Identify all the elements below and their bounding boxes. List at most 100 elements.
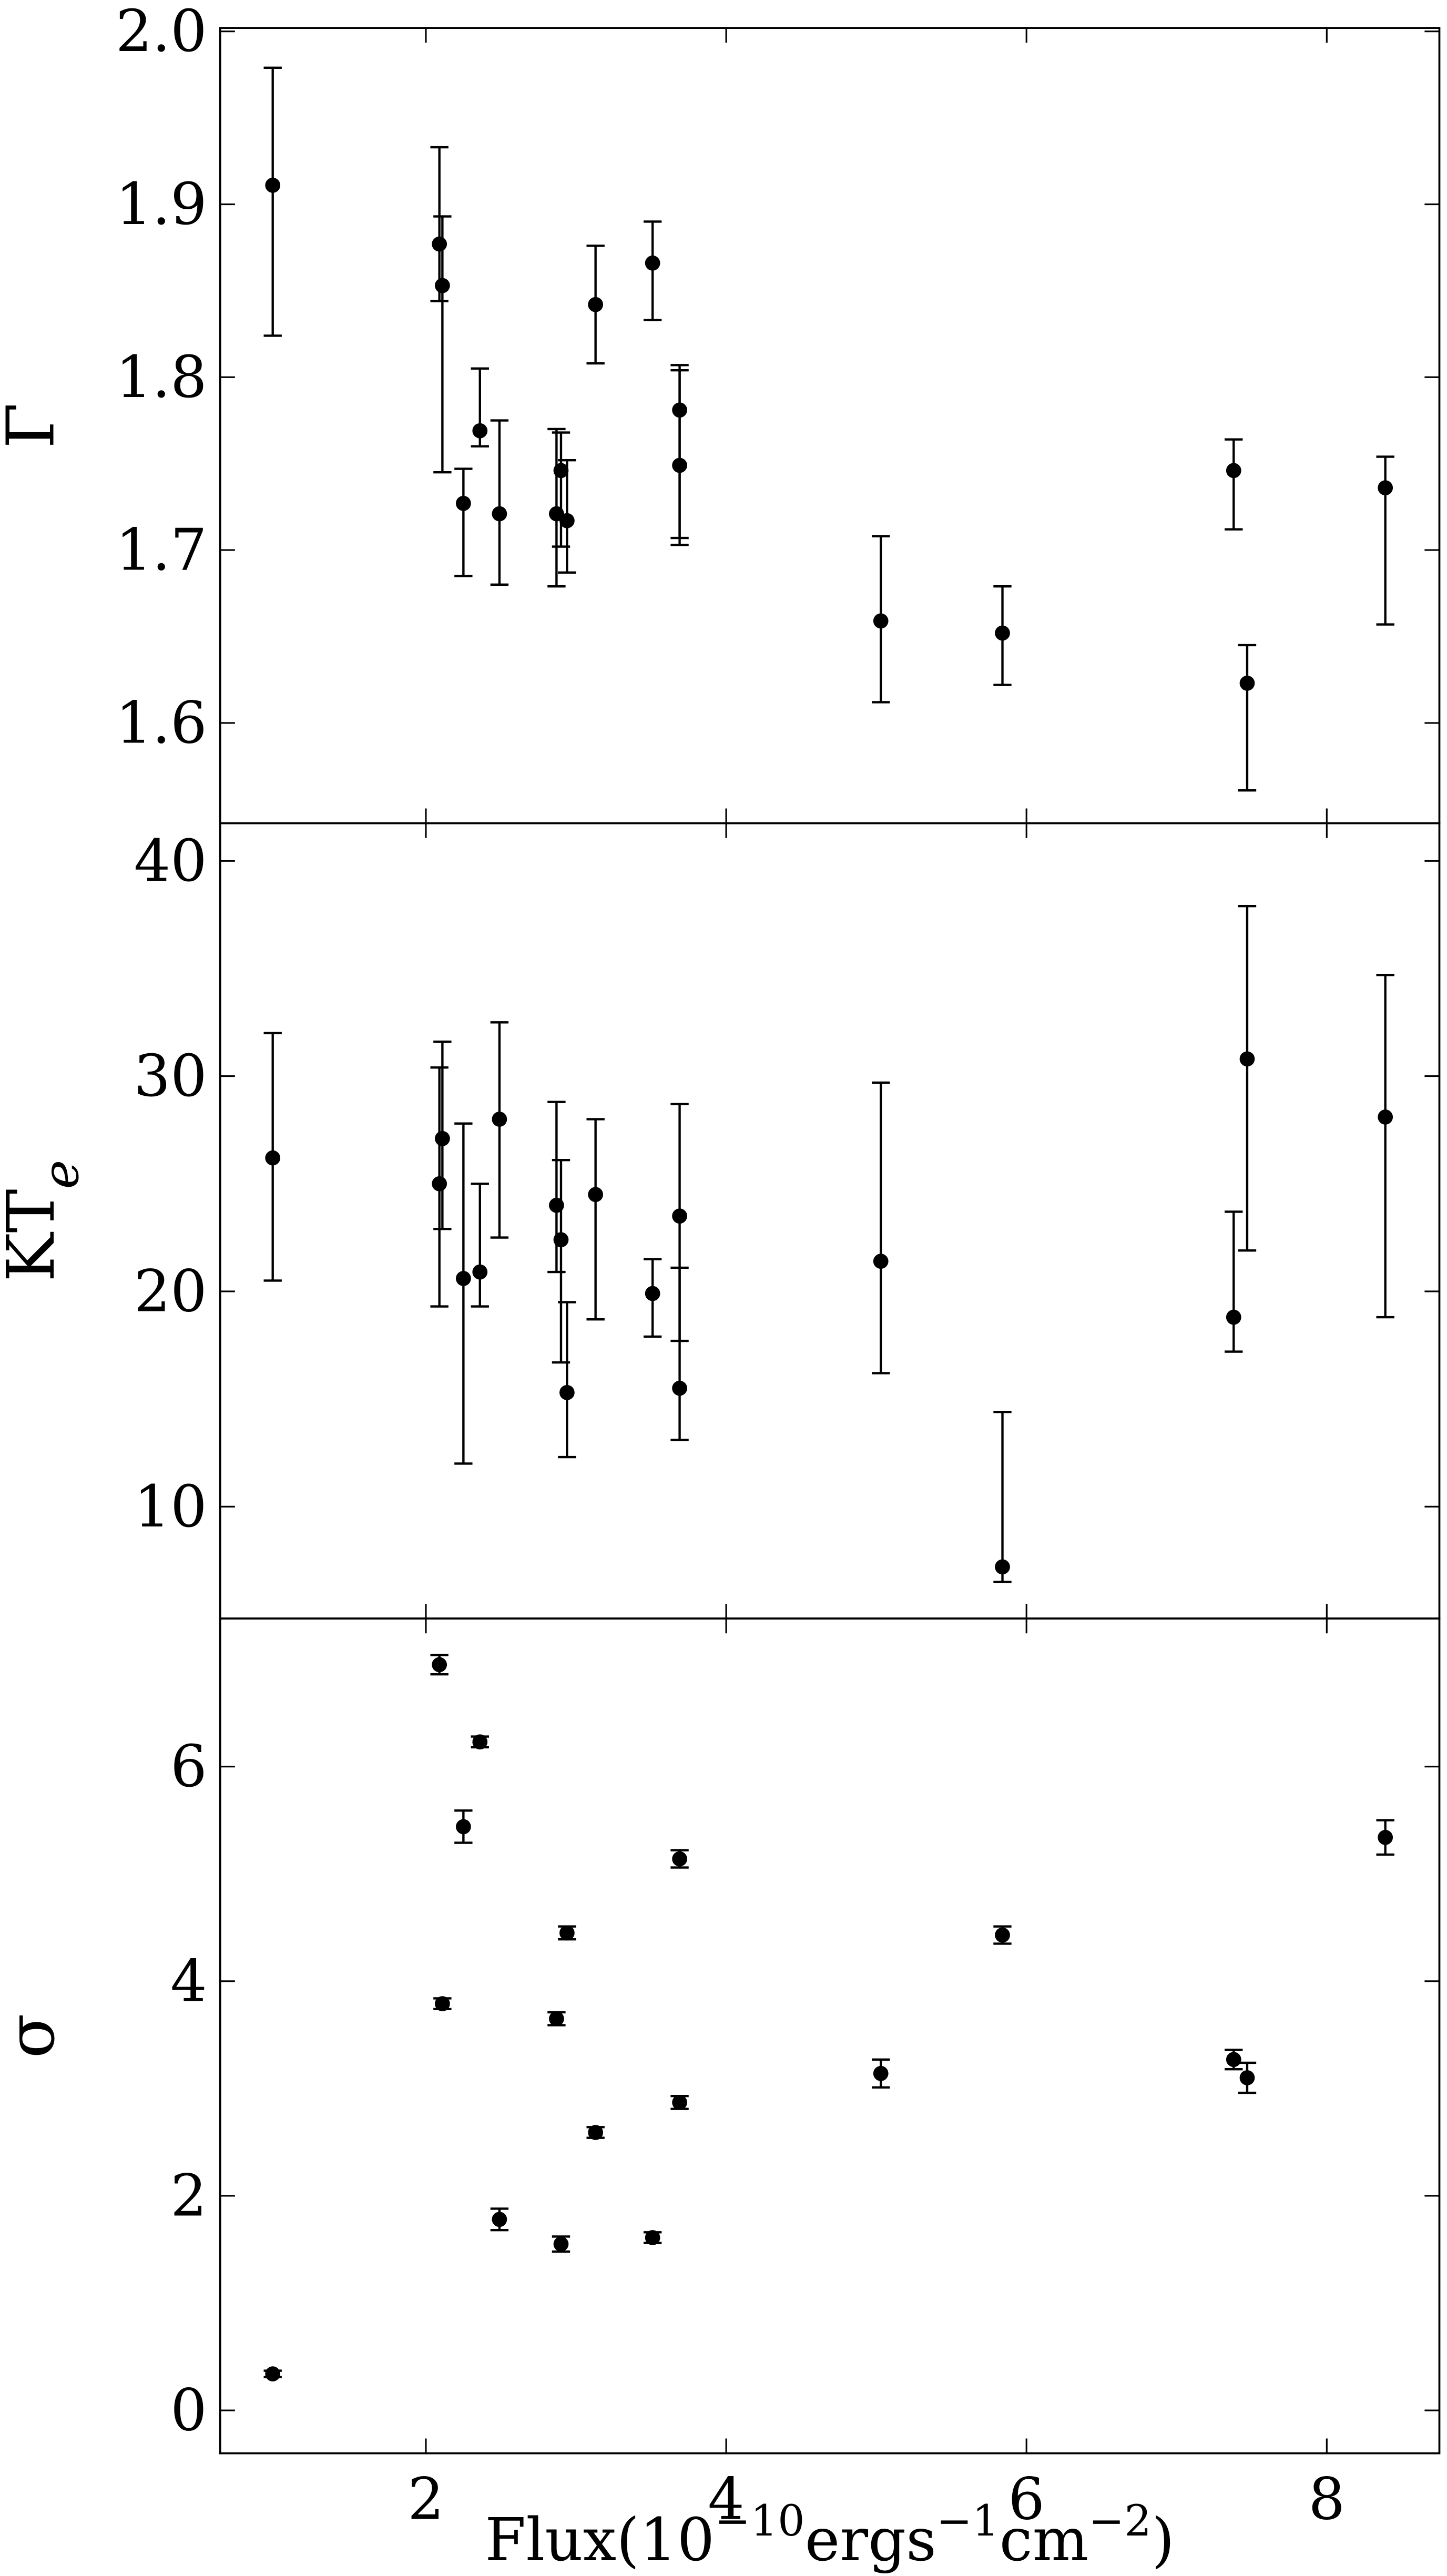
data-point: [553, 2236, 569, 2252]
y-tick-label: 1.8: [116, 343, 207, 411]
data-point: [432, 236, 447, 252]
data-point: [472, 1734, 488, 1750]
x-axis-label-part: Flux(10: [485, 2506, 715, 2574]
data-point: [672, 2095, 687, 2110]
error-bar: [1238, 644, 1257, 792]
error-bar: [993, 1410, 1012, 1583]
data-point: [873, 1254, 889, 1269]
data-point: [559, 513, 575, 528]
error-bar: [586, 1118, 605, 1321]
data-point: [435, 278, 450, 293]
y-tick-label: 10: [134, 1473, 207, 1540]
plot-frame: [219, 1617, 1441, 2455]
data-point: [492, 2212, 507, 2227]
data-point: [672, 1851, 687, 1867]
y-tick-label: 30: [134, 1042, 207, 1109]
y-axis-label-part: KT: [0, 1189, 69, 1282]
y-tick-label: 2.0: [116, 0, 207, 65]
data-point: [1239, 2070, 1255, 2085]
data-point: [432, 1657, 447, 1673]
data-point: [645, 2230, 660, 2245]
data-point: [455, 1270, 471, 1286]
error-bar: [1225, 1210, 1243, 1353]
data-point: [1226, 1309, 1241, 1325]
error-bar: [454, 467, 473, 577]
x-axis-label-part: ergs: [805, 2506, 936, 2574]
data-point: [645, 255, 660, 271]
data-point: [472, 423, 488, 439]
data-point: [995, 1927, 1010, 1943]
error-bar: [670, 369, 689, 546]
y-tick-label: 0: [170, 2377, 207, 2444]
data-point: [492, 506, 507, 522]
data-point: [1378, 480, 1393, 496]
y-tick-label: 1.7: [116, 516, 207, 584]
error-bar: [490, 1021, 509, 1239]
y-axis-label: Γ: [0, 403, 69, 449]
data-point: [265, 177, 281, 193]
plot-frame: [219, 27, 1441, 824]
y-axis-label: σ: [0, 2013, 69, 2058]
y-tick-label: 40: [134, 827, 207, 894]
y-tick-label: 2: [170, 2162, 207, 2229]
data-point: [265, 2366, 281, 2382]
error-bar: [1376, 974, 1394, 1319]
data-point: [588, 1187, 604, 1203]
error-bar: [471, 1183, 489, 1308]
x-tick-label: 4: [708, 2466, 745, 2533]
error-bar: [643, 220, 662, 321]
data-point: [472, 1264, 488, 1280]
data-point: [1226, 2052, 1241, 2068]
data-point: [1239, 675, 1255, 691]
plot-frame: [219, 822, 1441, 1620]
x-tick-label: 2: [407, 2466, 444, 2533]
data-point: [559, 1925, 575, 1941]
x-tick-label: 8: [1309, 2466, 1346, 2533]
x-axis-label-part: cm: [1000, 2506, 1089, 2574]
data-point: [435, 1131, 450, 1146]
data-point: [873, 2065, 889, 2081]
y-tick-label: 6: [170, 1733, 207, 1800]
y-axis-label-part: e: [33, 1160, 90, 1189]
error-bar: [558, 1301, 576, 1459]
data-point: [995, 1559, 1010, 1575]
x-axis-label-part: −10: [715, 2497, 804, 2546]
data-point: [588, 297, 604, 312]
data-point: [1226, 463, 1241, 478]
data-point: [265, 1150, 281, 1166]
data-point: [873, 613, 889, 629]
data-point: [455, 1819, 471, 1835]
data-point: [672, 1208, 687, 1224]
data-point: [588, 2125, 604, 2140]
error-bar: [490, 419, 509, 586]
error-bar: [1238, 905, 1257, 1252]
error-bar: [430, 146, 449, 302]
data-point: [432, 1176, 447, 1192]
data-point: [645, 1286, 660, 1301]
error-bar: [1225, 438, 1243, 531]
data-point: [672, 457, 687, 473]
error-bar: [670, 1266, 689, 1441]
error-bar: [872, 1081, 890, 1374]
y-tick-label: 1.9: [116, 170, 207, 238]
data-point: [553, 1232, 569, 1248]
data-point: [1239, 1051, 1255, 1067]
data-point: [455, 495, 471, 511]
x-axis-label-part: −1: [936, 2497, 1000, 2546]
x-axis-label-part: −2: [1088, 2497, 1152, 2546]
x-axis-label: Flux(10−10ergs−1cm−2): [485, 2497, 1175, 2574]
error-bar: [454, 1122, 473, 1465]
data-point: [1378, 1109, 1393, 1125]
data-point: [492, 1112, 507, 1127]
data-point: [553, 463, 569, 478]
y-tick-label: 20: [134, 1257, 207, 1325]
x-tick-label: 6: [1008, 2466, 1045, 2533]
error-bar: [263, 66, 282, 337]
data-point: [559, 1384, 575, 1400]
data-point: [1378, 1830, 1393, 1845]
y-axis-label: KTe: [0, 1160, 90, 1282]
data-point: [549, 2011, 564, 2027]
data-point: [672, 1380, 687, 1396]
